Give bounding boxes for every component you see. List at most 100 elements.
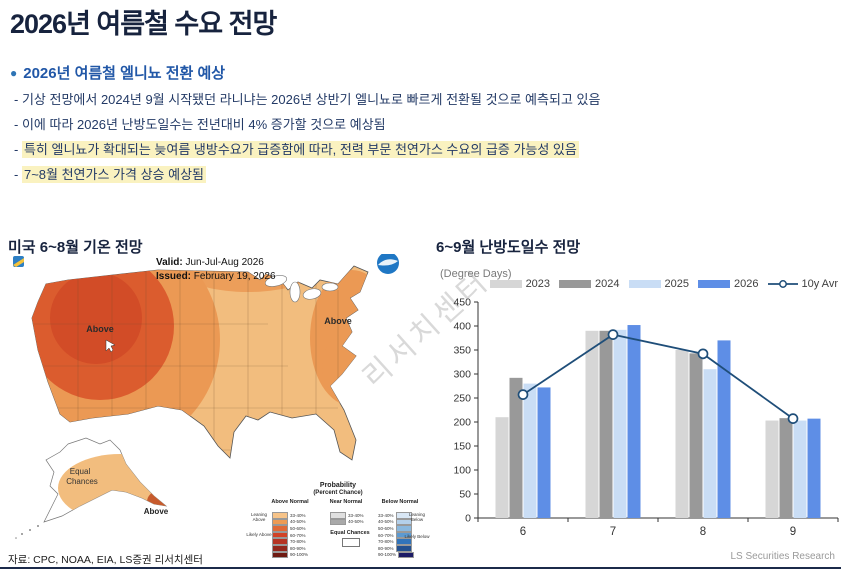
legend-swatch: [330, 512, 346, 519]
legend-row: 90-100%: [272, 551, 308, 559]
hdd-legend-line-marker: [767, 280, 798, 288]
bar-2023: [765, 420, 779, 518]
hdd-legend-swatch: [559, 280, 592, 288]
legend-swatch: [395, 538, 412, 545]
cursor-icon: [105, 339, 116, 353]
map-wrap: Above Above Equal Chance: [8, 252, 430, 559]
legend-near-column: 33-40% 40-50%: [330, 512, 364, 526]
legend-subtitle: (Percent Chance): [313, 490, 363, 496]
avg-line-marker: [607, 329, 619, 340]
legend-swatch: [272, 538, 288, 545]
hdd-bar-chart: 0 50 100 150 200 250 300 350 400 450 6 7 8 9: [453, 297, 839, 538]
hdd-legend-item: 10y Avr: [767, 278, 839, 290]
legend-col-above: Above Normal: [271, 499, 309, 505]
legend-leaning-below: Leaning Below: [408, 512, 426, 523]
bullet-item: - 이에 따라 2026년 난방도일수는 전년대비 4% 증가할 것으로 예상됨: [14, 116, 810, 135]
y-tick-label: 100: [453, 465, 471, 477]
legend-swatch: [272, 531, 288, 539]
bullet-dash: -: [14, 92, 19, 107]
hdd-legend-item: 2025: [628, 278, 690, 290]
legend-range-label: 50-60%: [378, 525, 394, 531]
legend-range-label: 90-100%: [378, 552, 397, 558]
footer-brand: LS Securities Research: [730, 551, 836, 562]
y-tick-label: 400: [453, 321, 471, 333]
map-label-above-northeast: Above: [324, 316, 352, 326]
legend-above-column: 33-40% 40-50% 50-60% 60-70% 70-80% 80-90% 90-1…: [272, 512, 308, 559]
legend-range-label: 33-40%: [290, 512, 306, 518]
legend-swatch: [395, 531, 412, 539]
map-label-above-northwest: Above: [86, 324, 114, 334]
great-lakes: [264, 275, 339, 303]
legend-range-label: 70-80%: [290, 539, 306, 545]
avg-line-marker: [517, 389, 529, 400]
bullet-dash: -: [14, 116, 19, 132]
legend-swatch: [272, 512, 288, 519]
bar-2026: [807, 418, 821, 518]
alaska-region: Equal Chances Above: [15, 437, 169, 539]
bullet-item: - 기상 전망에서 2024년 9월 시작됐던 라니냐는 2026년 상반기 엘…: [14, 91, 810, 110]
legend-range-label: 40-50%: [378, 519, 394, 525]
legend-likely-below: Likely Below: [404, 534, 430, 539]
bullet-dash: -: [14, 166, 19, 182]
legend-range-label: 33-40%: [348, 512, 364, 518]
bullet-text-highlighted: 7~8월 천연가스 가격 상승 예상됨: [21, 165, 206, 183]
y-tick-label: 50: [459, 489, 471, 501]
bar-2025: [613, 329, 627, 518]
legend-range-label: 33-40%: [378, 512, 394, 518]
us-temperature-map: Above Above Equal Chance: [13, 252, 399, 539]
issued-value: February 19, 2026: [193, 270, 276, 282]
x-category-label: 9: [790, 526, 796, 538]
legend-row: 40-50%: [330, 518, 364, 526]
hdd-legend-label: 2023: [525, 278, 551, 290]
y-tick-label: 450: [453, 297, 471, 309]
map-probability-legend: Probability (Percent Chance) Above Norma…: [246, 468, 430, 559]
map-label-equal-1: Equal: [70, 467, 91, 476]
summary-heading: 2026년 여름철 엘니뇨 전환 예상: [23, 65, 226, 82]
y-tick-label: 150: [453, 441, 471, 453]
map-label-equal-2: Chances: [66, 477, 98, 486]
legend-row: 50-60%: [272, 525, 308, 532]
issued-label: Issued:: [156, 270, 192, 282]
legend-row: 60-70%: [378, 531, 414, 539]
legend-row: 50-60%: [378, 525, 414, 532]
hdd-legend-label: 10y Avr: [801, 278, 839, 290]
bar-2025: [703, 369, 717, 518]
bar-2023: [585, 330, 599, 518]
legend-leaning-above: Leaning Above: [250, 512, 268, 523]
bullet-dot-icon: ●: [10, 65, 18, 80]
y-tick-label: 0: [465, 513, 471, 525]
bar-2024: [509, 377, 523, 518]
legend-range-label: 80-90%: [290, 545, 306, 551]
hdd-legend-item: 2023: [489, 278, 551, 290]
legend-swatch: [395, 512, 412, 519]
y-tick-label: 300: [453, 369, 471, 381]
hdd-legend-swatch: [489, 280, 522, 288]
hdd-unit-label: (Degree Days): [440, 268, 512, 280]
hdd-legend-item: 2026: [698, 278, 759, 290]
hdd-legend-label: 2025: [664, 278, 690, 290]
hdd-legend: 2023 2024 2025 2026 10y Avr: [489, 278, 839, 290]
legend-col-near: Near Normal: [329, 499, 363, 505]
legend-row: 80-90%: [378, 545, 414, 552]
y-tick-label: 350: [453, 345, 471, 357]
avg-line-marker: [787, 413, 799, 424]
legend-swatch: [272, 525, 288, 532]
legend-swatch: [398, 551, 415, 559]
legend-swatch: [330, 518, 346, 526]
bar-2025: [523, 383, 537, 518]
legend-range-label: 60-70%: [378, 532, 394, 538]
bullet-dash: -: [14, 141, 19, 157]
legend-equal-chances-box: [342, 538, 360, 547]
legend-row: 70-80%: [378, 538, 414, 545]
valid-value: Jun-Jul-Aug 2026: [185, 257, 264, 268]
legend-swatch: [272, 518, 288, 526]
legend-row: 33-40%: [330, 512, 364, 519]
bottom-rule: [0, 567, 841, 569]
hdd-legend-label: 2026: [734, 278, 759, 290]
valid-label: Valid:: [156, 257, 183, 268]
bar-2026: [717, 340, 731, 518]
bullet-text: 기상 전망에서 2024년 9월 시작됐던 라니냐는 2026년 상반기 엘니뇨…: [21, 92, 601, 107]
summary-bullets: - 기상 전망에서 2024년 9월 시작됐던 라니냐는 2026년 상반기 엘…: [14, 91, 810, 184]
source-note: 자료: CPC, NOAA, EIA, LS증권 리서치센터: [8, 554, 203, 566]
legend-row: 33-40%: [272, 512, 308, 519]
